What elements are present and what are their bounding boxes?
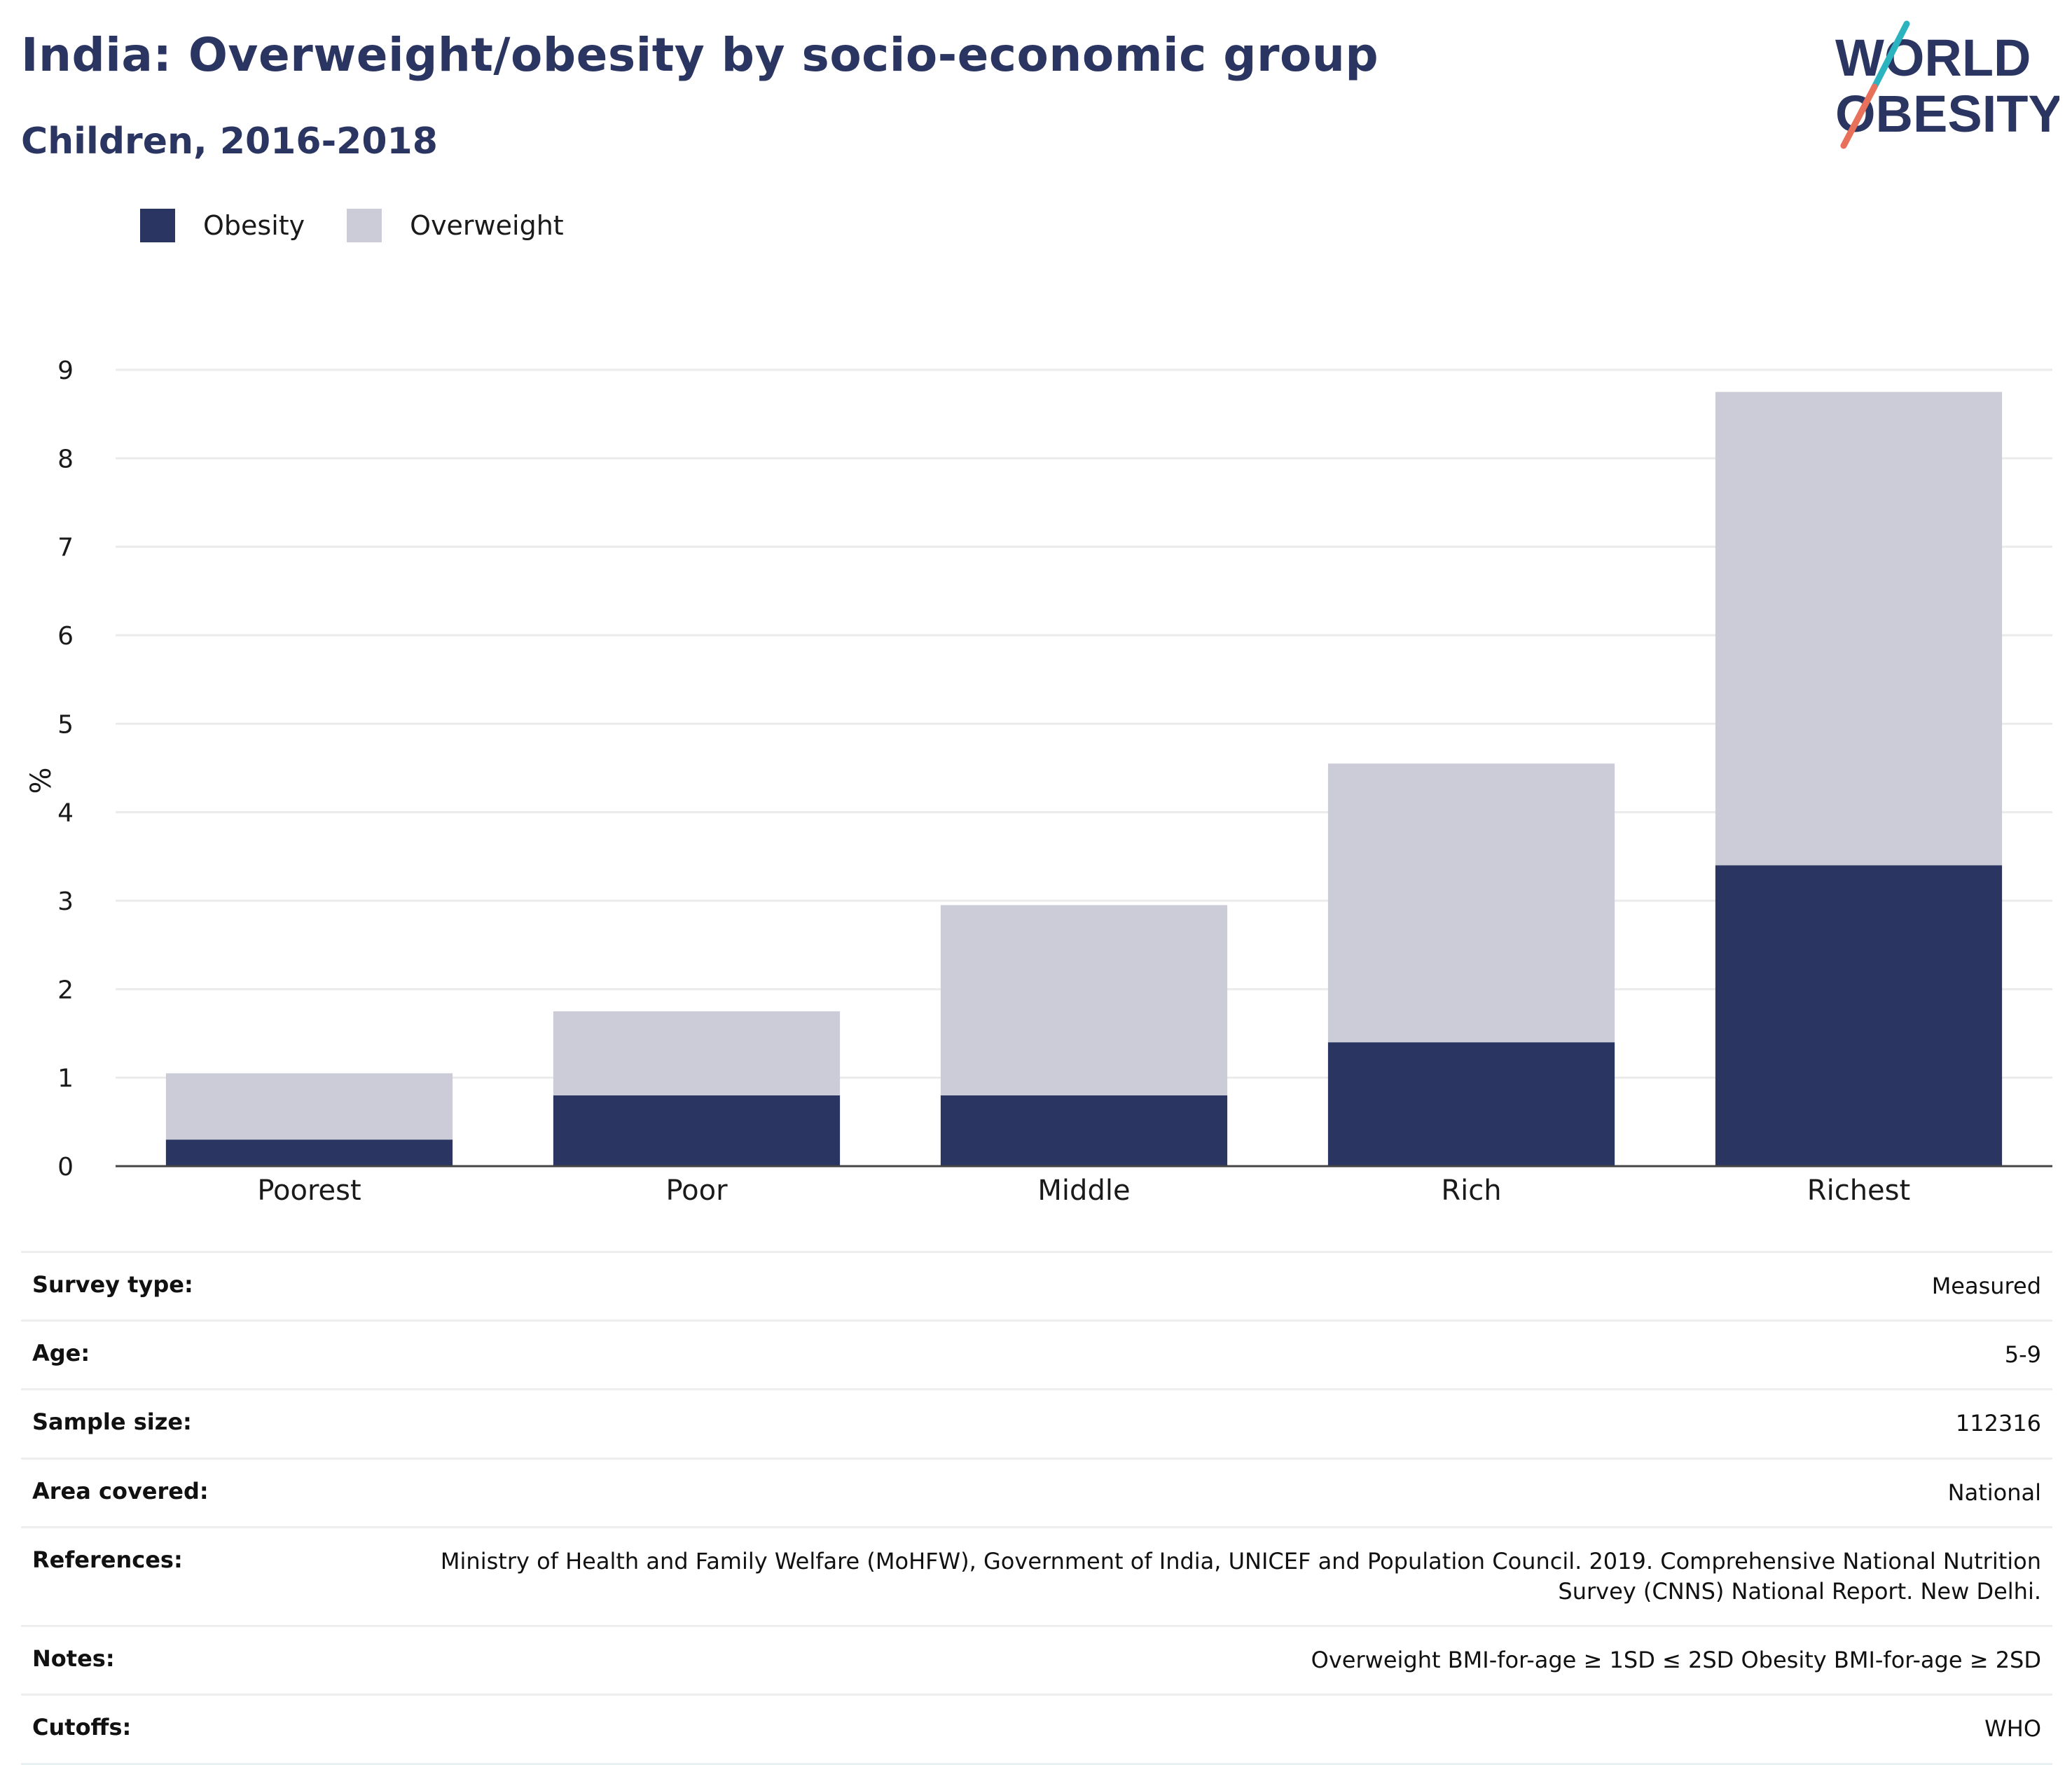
x-tick-label: Rich [1441, 1175, 1501, 1207]
info-label: Cutoffs: [32, 1714, 132, 1741]
info-value: Overweight BMI-for-age ≥ 1SD ≤ 2SD Obesi… [1311, 1647, 2041, 1674]
bar-overweight-richest [1715, 392, 2003, 866]
y-tick-label: 7 [57, 534, 74, 562]
info-label: References: [32, 1546, 183, 1573]
bar-overweight-rich [1327, 763, 1615, 1043]
info-row: Survey type: Measured [21, 1251, 2052, 1320]
info-value: Measured [1931, 1273, 2041, 1299]
legend-item-overweight[interactable]: Overweight [347, 209, 564, 242]
chart-title: India: Overweight/obesity by socio-econo… [21, 28, 1379, 82]
info-value: 112316 [1955, 1410, 2041, 1437]
y-axis-label: % [25, 767, 57, 794]
legend-label-obesity: Obesity [203, 210, 305, 241]
x-tick-label: Middle [1037, 1175, 1130, 1207]
info-value: National [1947, 1479, 2041, 1506]
info-row: References: Ministry of Health and Family… [21, 1525, 2052, 1625]
info-row: Age: 5-9 [21, 1320, 2052, 1388]
bar-obesity-richest [1715, 865, 2003, 1166]
svg-text:WORLD: WORLD [1835, 29, 2031, 87]
x-tick-label: Richest [1807, 1175, 1910, 1207]
y-tick-label: 6 [57, 622, 74, 651]
y-tick-label: 4 [57, 799, 74, 828]
y-tick-label: 0 [57, 1153, 74, 1182]
bar-overweight-middle [940, 905, 1228, 1095]
legend-swatch-obesity [140, 209, 175, 242]
survey-info-table: Survey type: Measured Age: 5-9 Sample size: 1… [21, 1251, 2052, 1765]
info-label: Sample size: [32, 1408, 192, 1436]
info-row: Notes: Overweight BMI-for-age ≥ 1SD ≤ 2SD… [21, 1625, 2052, 1694]
x-tick-label: Poorest [257, 1175, 361, 1207]
legend-label-overweight: Overweight [410, 210, 564, 241]
info-label: Area covered: [32, 1477, 209, 1504]
bar-obesity-rich [1327, 1042, 1615, 1166]
y-tick-label: 1 [57, 1065, 74, 1093]
info-label: Notes: [32, 1645, 115, 1673]
x-tick-label: Poor [665, 1175, 728, 1207]
info-row: Area covered: National [21, 1457, 2052, 1526]
y-tick-label: 8 [57, 445, 74, 473]
chart-subtitle: Children, 2016-2018 [21, 120, 438, 162]
y-tick-label: 3 [57, 887, 74, 916]
info-value: WHO [1984, 1715, 2041, 1743]
world-obesity-logo: WORLD OBESITY [1835, 20, 2059, 149]
stacked-bar-chart: 0 1 2 3 4 5 6 7 8 9% Poorest Poor Middle Rich Richest [25, 357, 2052, 1207]
y-tick-label: 9 [57, 357, 74, 385]
legend-item-obesity[interactable]: Obesity [140, 209, 305, 242]
info-value: Ministry of Health and Family Welfare (M… [440, 1547, 2041, 1605]
y-tick-label: 5 [57, 710, 74, 739]
bar-overweight-poor [553, 1011, 841, 1095]
bar-overweight-poorest [165, 1073, 453, 1140]
info-row: Sample size: 112316 [21, 1388, 2052, 1457]
info-label: Survey type: [32, 1271, 193, 1298]
info-label: Age: [32, 1340, 90, 1367]
chart-legend: Obesity Overweight [140, 209, 606, 242]
legend-swatch-overweight [347, 209, 382, 242]
info-row: Cutoffs: WHO [21, 1694, 2052, 1765]
bar-obesity-poorest [165, 1140, 453, 1166]
bar-obesity-poor [553, 1095, 841, 1166]
y-tick-label: 2 [57, 976, 74, 1004]
bar-obesity-middle [940, 1095, 1228, 1166]
info-value: 5-9 [2004, 1341, 2041, 1369]
